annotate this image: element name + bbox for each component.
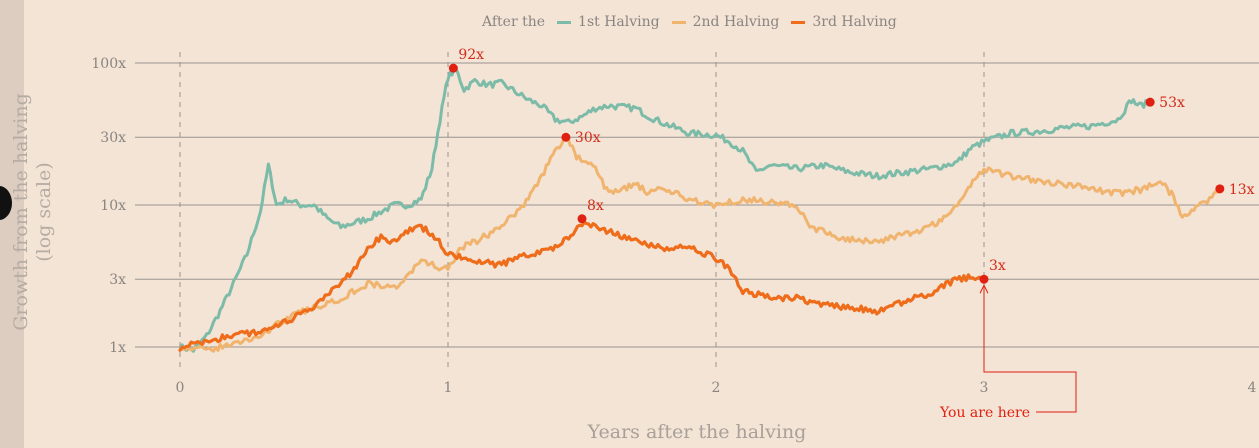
- x-tick-label: 4: [1248, 380, 1257, 396]
- x-tick-label: 3: [980, 380, 989, 396]
- peak-label: 13x: [1229, 182, 1255, 198]
- legend-prefix: After the: [482, 14, 546, 30]
- series-line-2: [178, 136, 1222, 353]
- callout-connector: [983, 287, 1077, 413]
- peak-marker: [1145, 97, 1155, 107]
- peak-marker: [577, 214, 587, 224]
- y-tick-label: 3x: [109, 272, 126, 288]
- peak-label: 30x: [575, 130, 601, 146]
- x-axis-title: Years after the halving: [587, 421, 807, 443]
- y-axis-label: Growth from the halving: [10, 93, 32, 331]
- peak-label: 3x: [989, 258, 1006, 274]
- series-line-1: [178, 66, 1152, 353]
- callout-arrow-icon: [979, 284, 989, 294]
- y-tick-label: 10x: [100, 198, 126, 214]
- y-tick-label: 100x: [91, 56, 126, 72]
- peak-label: 53x: [1159, 95, 1185, 111]
- sidebar-dot-icon: [0, 186, 12, 220]
- peak-marker: [561, 132, 571, 142]
- legend-label-1st: 1st Halving: [578, 14, 660, 30]
- peak-label: 92x: [458, 47, 484, 63]
- you-are-here-label: You are here: [939, 405, 1030, 421]
- legend-label-2nd: 2nd Halving: [692, 14, 780, 30]
- peak-label: 8x: [587, 198, 604, 214]
- legend-swatch-3rd: [791, 20, 806, 24]
- series-line-3: [178, 220, 986, 352]
- peak-marker: [1215, 184, 1225, 194]
- chart-legend: After the 1st Halving 2nd Halving 3rd Ha…: [482, 14, 897, 30]
- legend-swatch-2nd: [671, 20, 686, 24]
- legend-item-2nd-halving: 2nd Halving: [671, 14, 780, 30]
- legend-item-1st-halving: 1st Halving: [557, 14, 660, 30]
- legend-swatch-1st: [557, 20, 572, 24]
- x-tick-label: 2: [712, 380, 721, 396]
- peak-marker: [448, 63, 458, 73]
- x-tick-label: 0: [176, 380, 185, 396]
- legend-item-3rd-halving: 3rd Halving: [791, 14, 897, 30]
- y-axis-scale-note: (log scale): [33, 162, 55, 262]
- x-tick-label: 1: [444, 380, 453, 396]
- peak-marker: [979, 274, 989, 284]
- y-axis-title: Growth from the halving (log scale): [10, 93, 56, 331]
- left-sidebar-strip: [0, 0, 24, 448]
- legend-label-3rd: 3rd Halving: [812, 14, 897, 30]
- y-tick-label: 1x: [109, 340, 126, 356]
- y-tick-label: 30x: [100, 130, 126, 146]
